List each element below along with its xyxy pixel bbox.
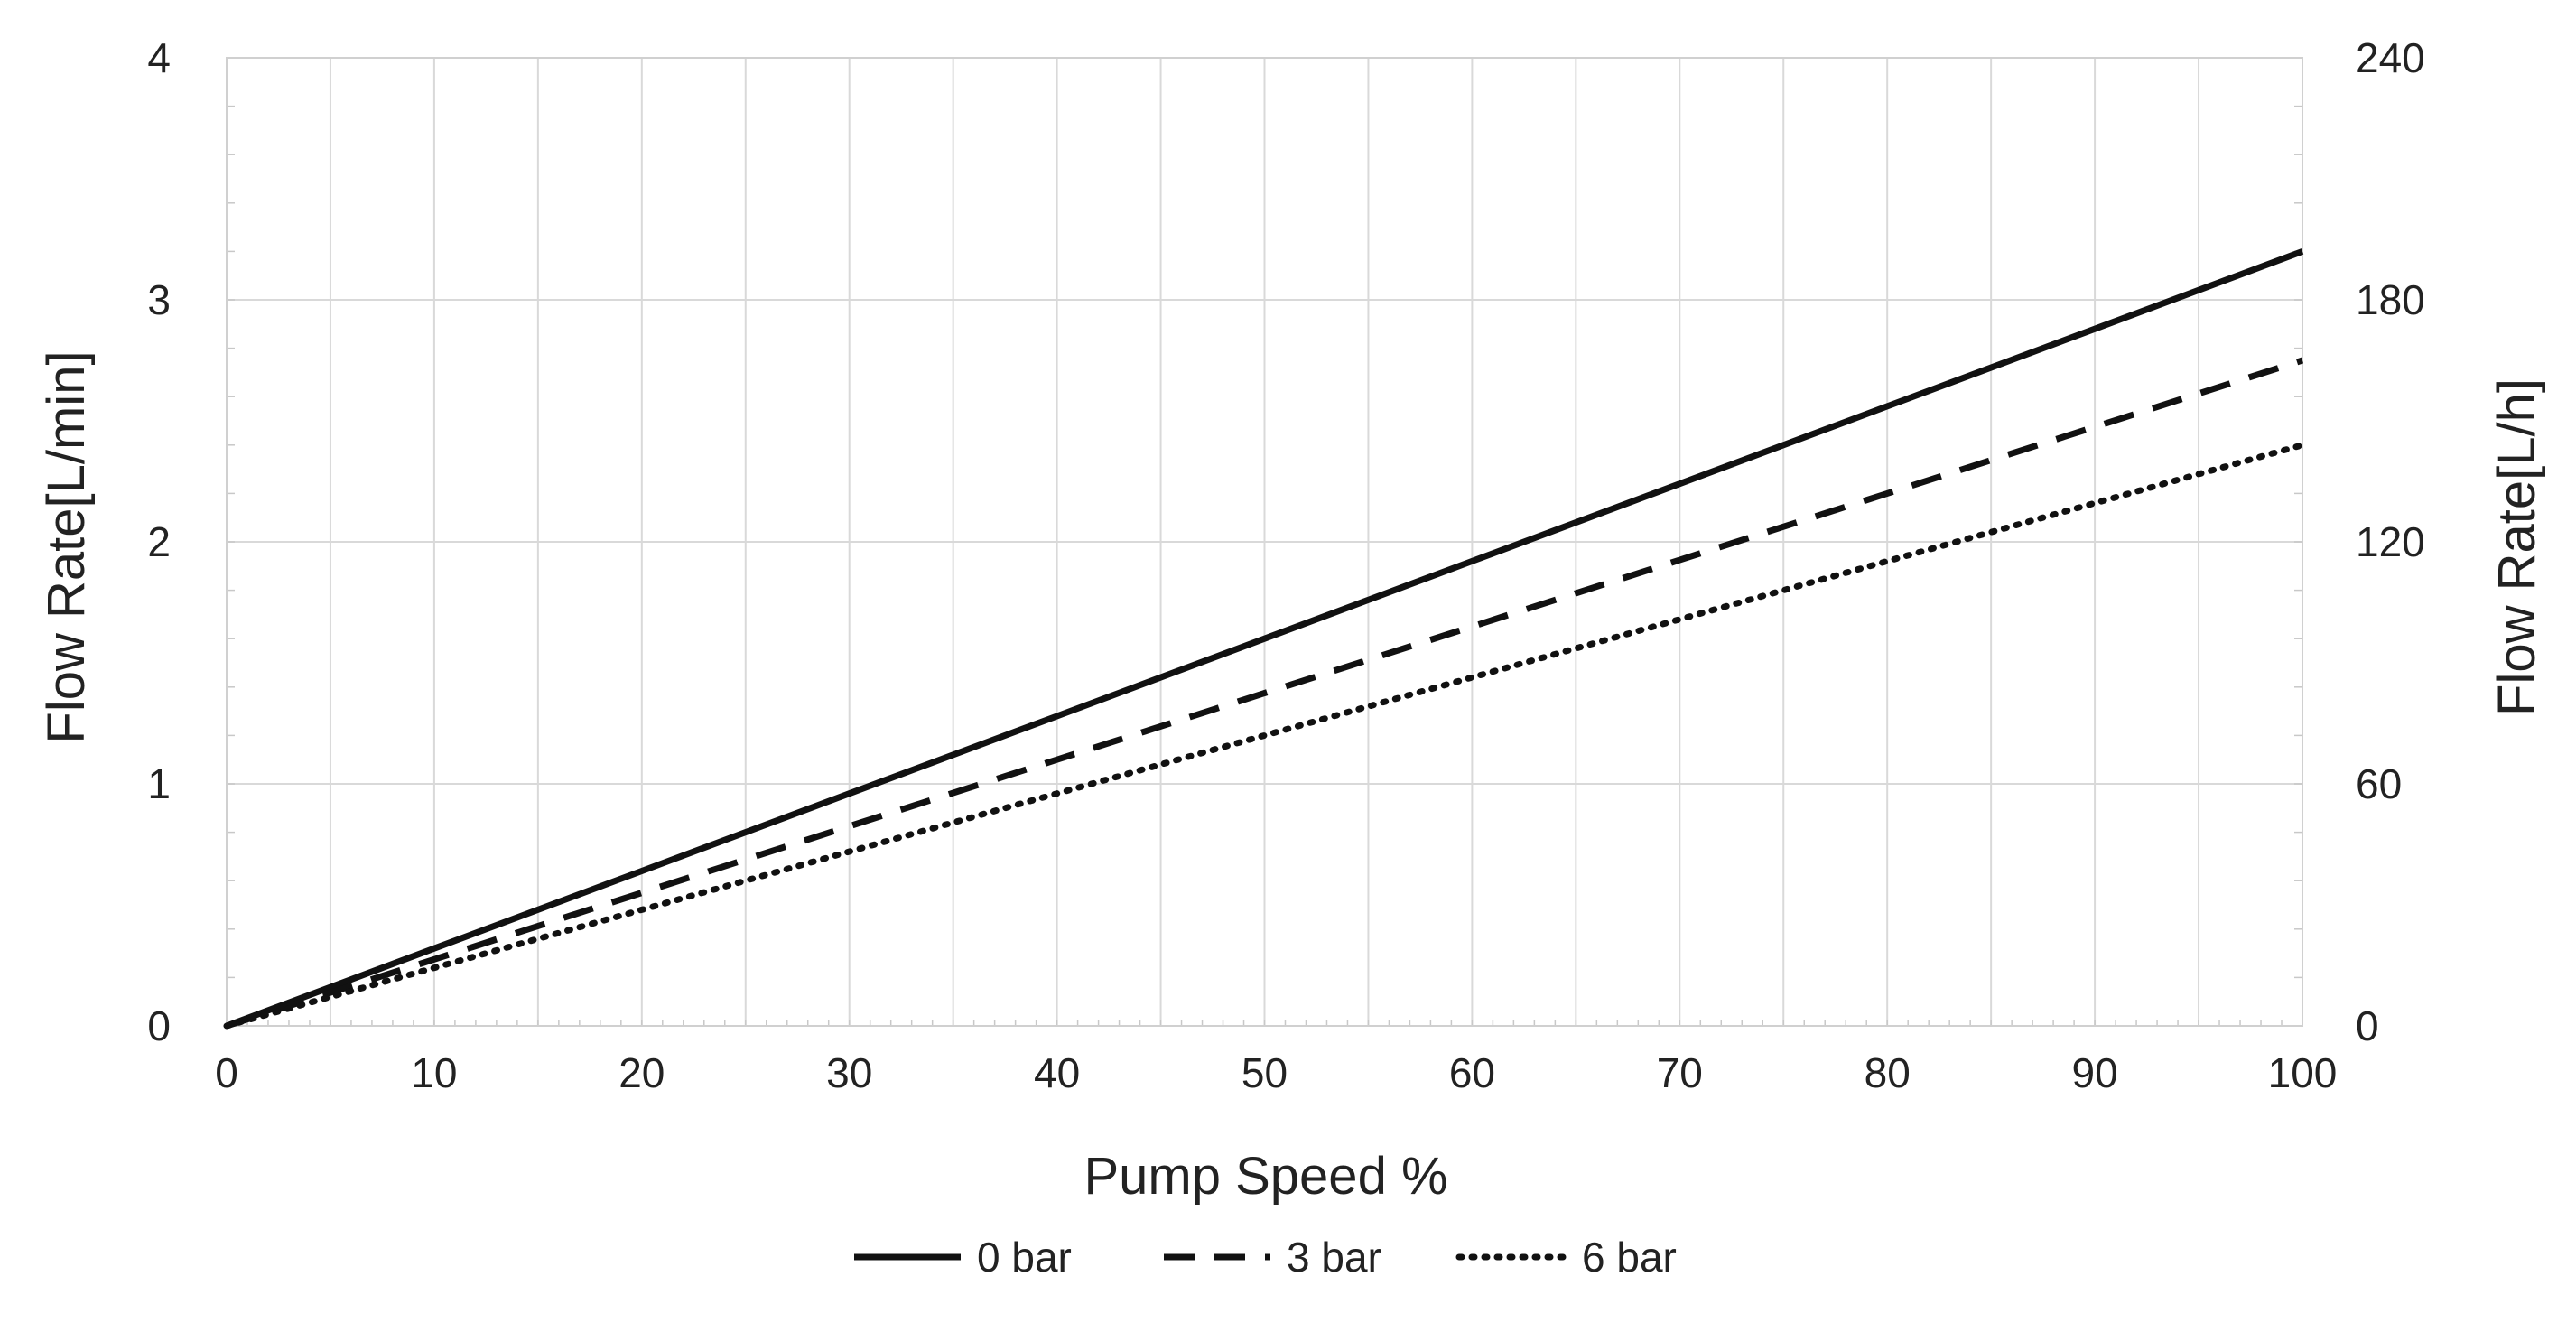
- x-tick-label: 40: [1034, 1049, 1080, 1096]
- series-line-2: [225, 357, 2304, 1030]
- legend-label-1: 0 bar: [977, 1234, 1072, 1281]
- series-lines: [223, 248, 2306, 1030]
- y-axis-title-left: Flow Rate[L/min]: [37, 350, 96, 743]
- x-tick-label: 20: [618, 1049, 665, 1096]
- y-tick-label-left: 0: [147, 1002, 171, 1049]
- legend-label-3: 6 bar: [1582, 1234, 1677, 1281]
- y-axis-title-right: Flow Rate[L/h]: [2488, 378, 2546, 716]
- grid: [226, 57, 2303, 1027]
- x-tick-label: 80: [1865, 1049, 1911, 1096]
- x-tick-label: 0: [215, 1049, 238, 1096]
- x-tick-label: 30: [826, 1049, 872, 1096]
- y-tick-label-left: 2: [147, 518, 171, 565]
- series-line-1: [225, 248, 2304, 1030]
- axes: [226, 57, 2303, 1027]
- x-tick-label: 100: [2268, 1049, 2338, 1096]
- y-tick-label-right: 240: [2356, 34, 2425, 81]
- series-line-3: [223, 442, 2306, 1030]
- y-tick-label-left: 3: [147, 276, 171, 323]
- legend: 0 bar 3 bar 6 bar: [854, 1234, 1677, 1281]
- y-tick-label-right: 180: [2356, 276, 2425, 323]
- legend-label-2: 3 bar: [1287, 1234, 1381, 1281]
- x-tick-label: 90: [2072, 1049, 2118, 1096]
- x-tick-label: 70: [1657, 1049, 1703, 1096]
- x-tick-label: 60: [1449, 1049, 1495, 1096]
- x-tick-label: 10: [411, 1049, 457, 1096]
- y-tick-label-left: 1: [147, 760, 171, 807]
- y-tick-label-right: 60: [2356, 760, 2402, 807]
- y-tick-label-right: 120: [2356, 518, 2425, 565]
- x-tick-label: 50: [1242, 1049, 1288, 1096]
- plot-frame: [226, 57, 2303, 1027]
- y-tick-label-right: 0: [2356, 1002, 2379, 1049]
- x-axis-title: Pump Speed %: [1083, 1147, 1447, 1206]
- y-tick-label-left: 4: [147, 34, 171, 81]
